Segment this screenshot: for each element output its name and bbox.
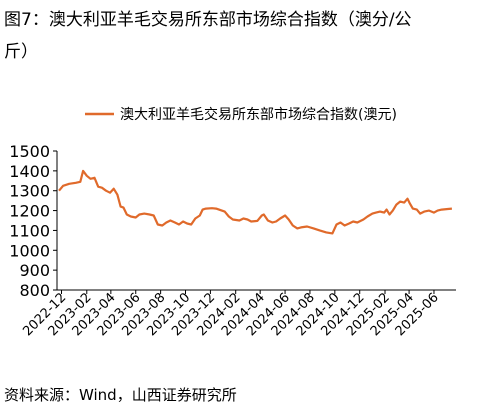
y-tick-label: 800	[19, 281, 50, 300]
y-tick-label: 1300	[9, 182, 50, 201]
y-tick-label: 900	[19, 261, 50, 280]
series-line	[58, 169, 453, 235]
y-tick-label: 1200	[9, 202, 50, 221]
y-tick-label: 1100	[9, 221, 50, 240]
y-tick-label: 1500	[9, 142, 50, 161]
figure-title-line-1: 图7：澳大利亚羊毛交易所东部市场综合指数（澳分/公	[4, 10, 412, 30]
legend-label: 澳大利亚羊毛交易所东部市场综合指数(澳元)	[120, 106, 397, 123]
y-tick-label: 1000	[9, 241, 50, 260]
source-note: 资料来源：Wind，山西证券研究所	[4, 386, 237, 404]
figure-title-line-2: 斤）	[4, 42, 38, 62]
figure-title: 图7：澳大利亚羊毛交易所东部市场综合指数（澳分/公 斤）	[4, 4, 480, 68]
y-tick-label: 1400	[9, 162, 50, 181]
